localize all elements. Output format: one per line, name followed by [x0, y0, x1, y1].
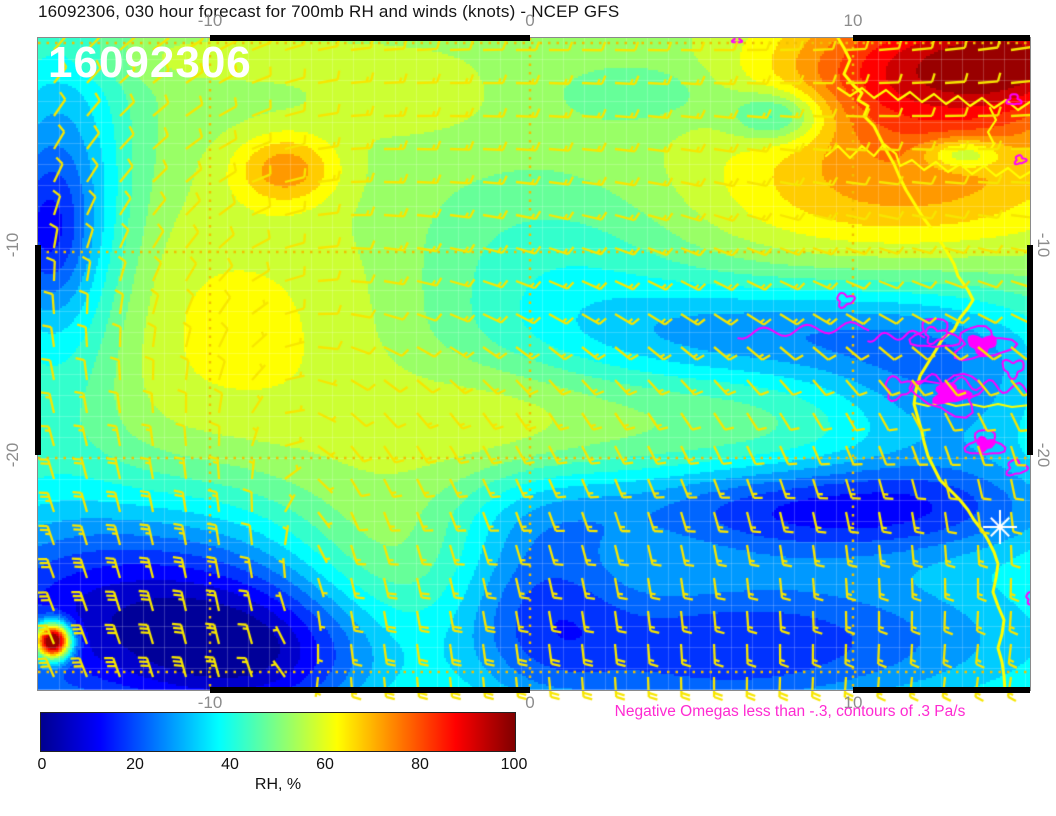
colorbar-tick: 20 — [126, 756, 144, 773]
page-title: 16092306, 030 hour forecast for 700mb RH… — [38, 2, 620, 21]
left-axis-tick: -10 — [3, 232, 22, 258]
right-axis-tick: -20 — [1034, 442, 1053, 468]
colorbar-tick: 0 — [37, 756, 47, 773]
top-axis-tick: -10 — [197, 11, 223, 30]
top-axis-tick: 10 — [843, 11, 863, 30]
colorbar-tick: 40 — [221, 756, 239, 773]
bottom-axis-tick: 10 — [843, 693, 863, 712]
right-axis-tick: -10 — [1034, 232, 1053, 258]
colorbar-tick: 100 — [500, 756, 528, 773]
omega-annotation: Negative Omegas less than -.3, contours … — [614, 703, 966, 720]
forecast-map: 16092306 — [35, 35, 1033, 730]
datetime-stamp: 16092306 — [48, 38, 252, 87]
colorbar-tick: 80 — [411, 756, 429, 773]
colorbar-label: RH, % — [254, 776, 302, 793]
rh-colorbar — [40, 712, 516, 752]
top-axis-tick: 0 — [525, 11, 535, 30]
bottom-axis-tick: 0 — [525, 693, 535, 712]
rh-wind-map-canvas — [38, 38, 1030, 730]
left-axis-tick: -20 — [3, 442, 22, 468]
bottom-axis-tick: -10 — [197, 693, 223, 712]
colorbar-tick: 60 — [316, 756, 334, 773]
